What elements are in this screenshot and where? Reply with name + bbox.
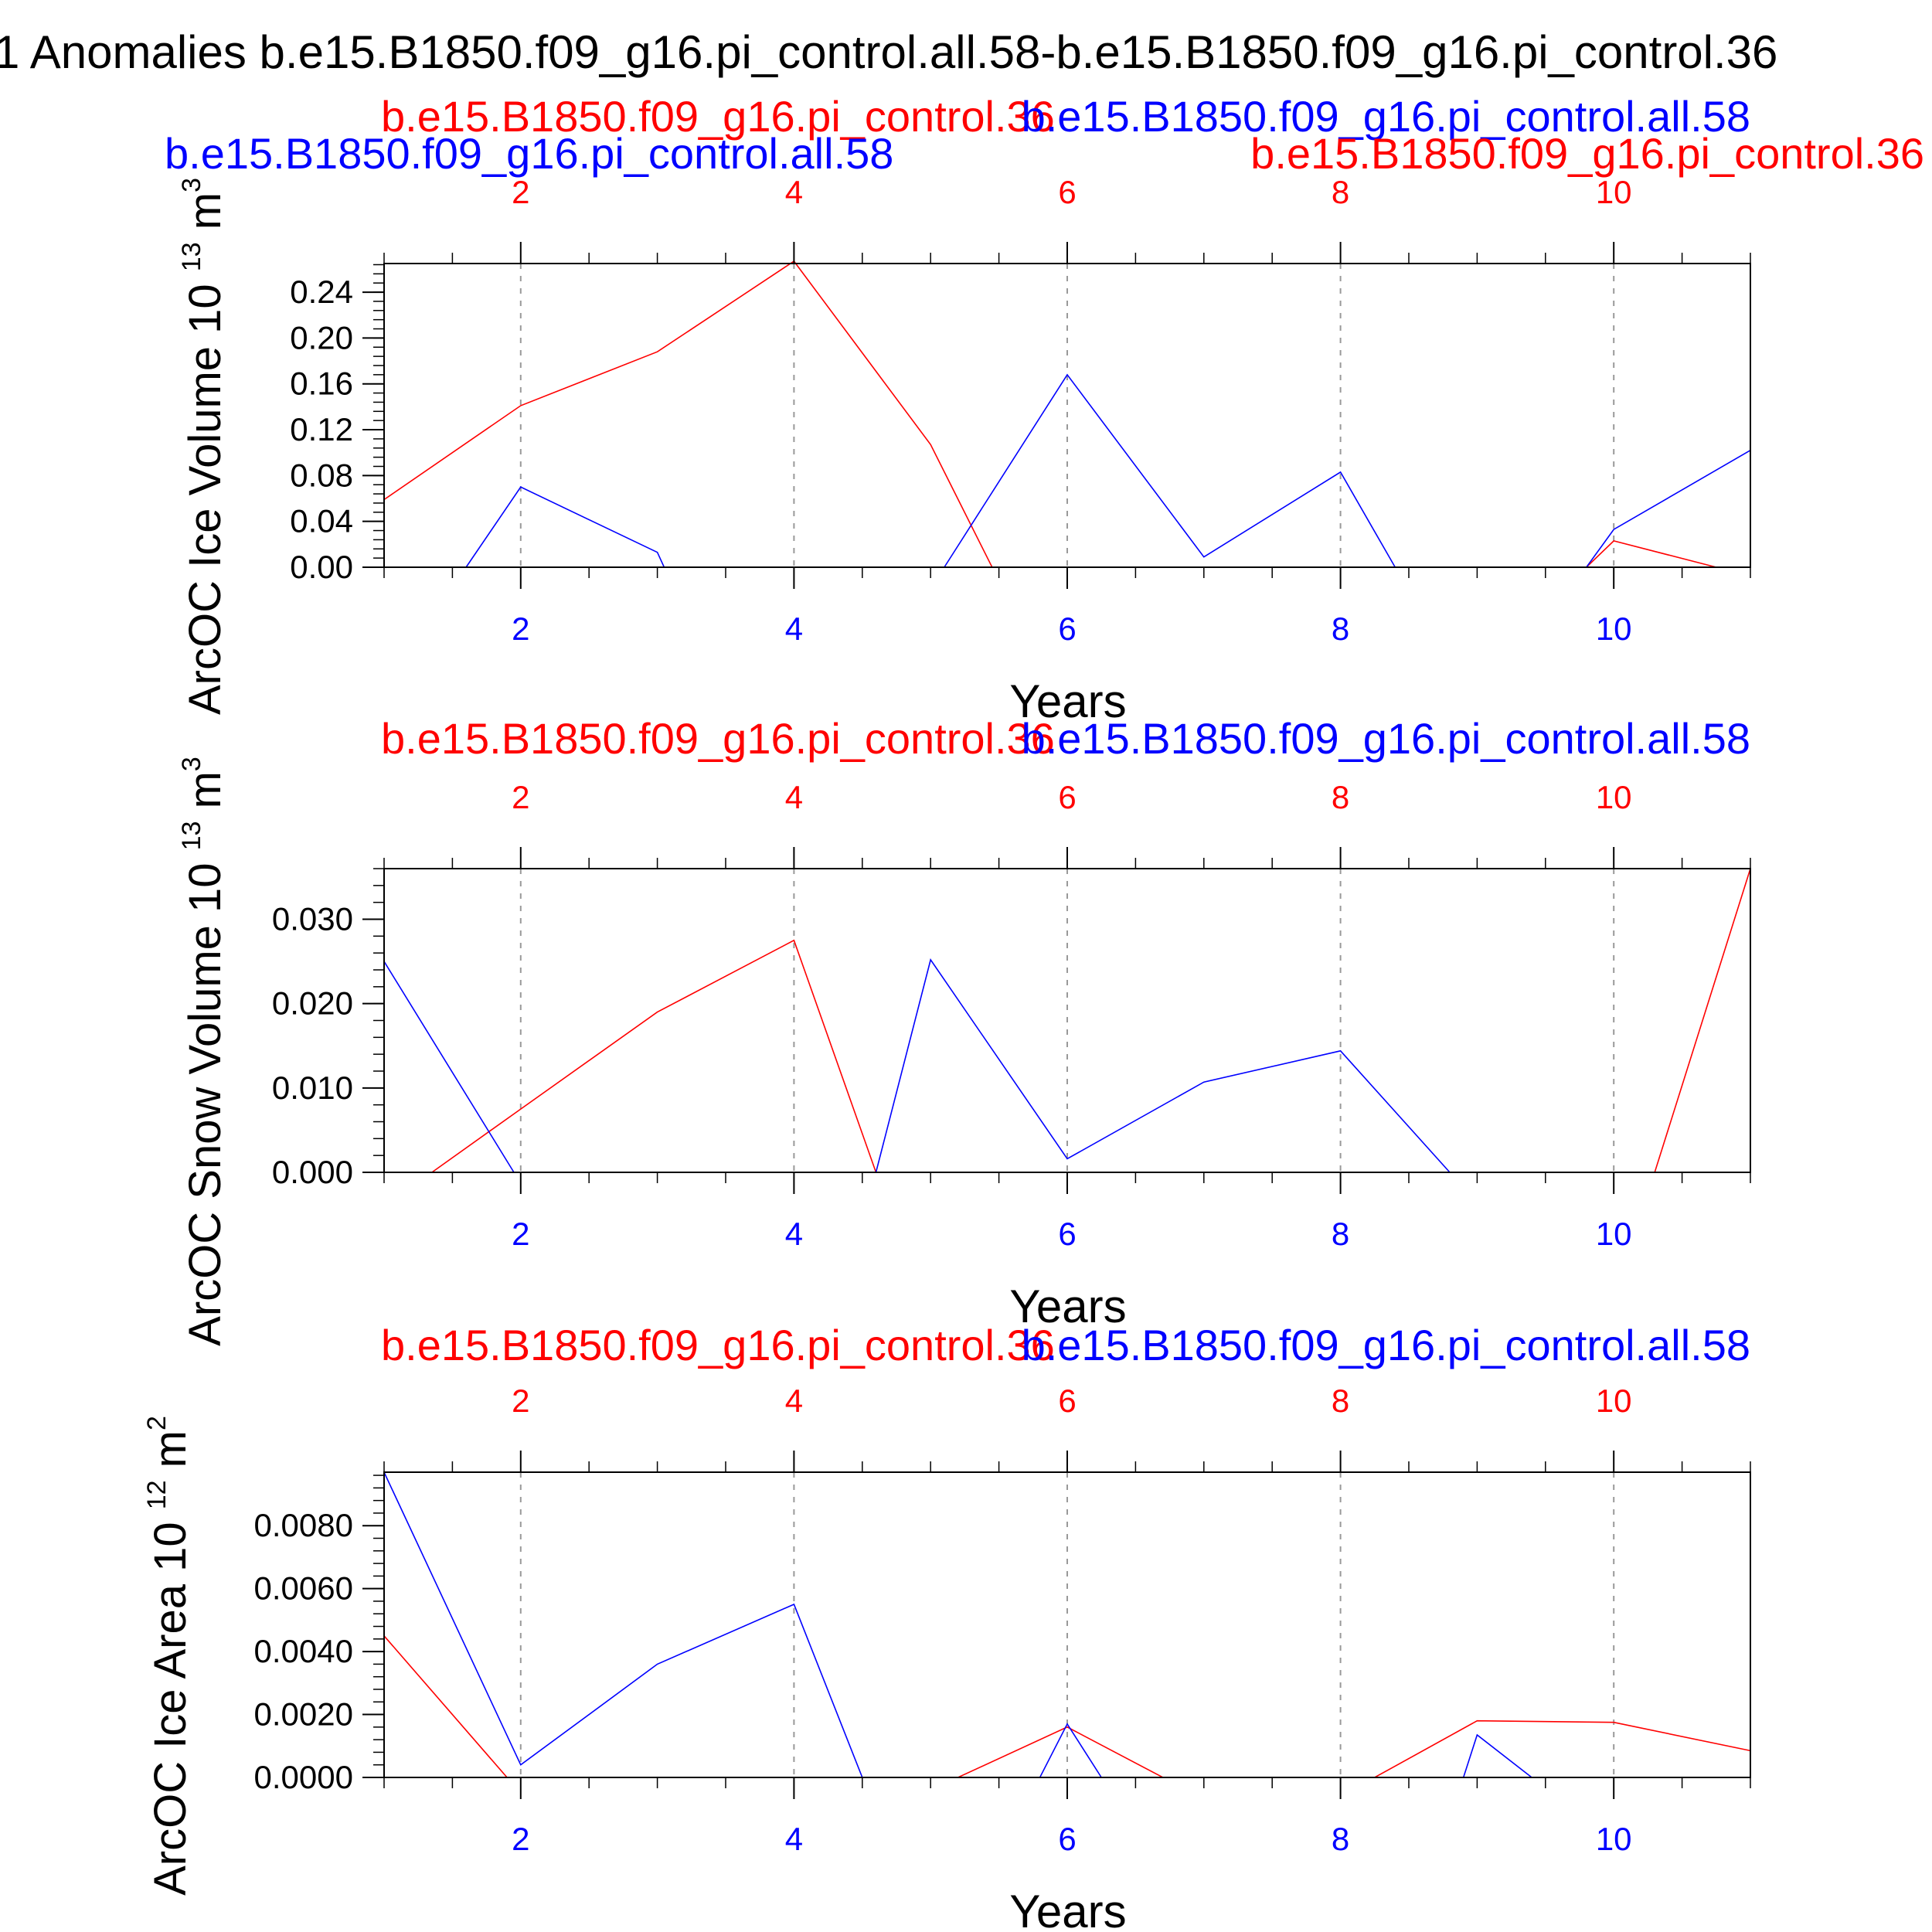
y-label-exponent: 12 — [142, 1480, 172, 1509]
x-axis-label: Years — [1009, 1281, 1126, 1332]
y-tick-label: 0.16 — [290, 366, 353, 402]
y-label-exponent: 13 — [177, 821, 206, 851]
x-tick-label: 4 — [785, 1216, 803, 1252]
header-label-blue: b.e15.B1850.f09_g16.pi_control.all.58 — [1022, 92, 1750, 141]
y-label-text: ArcOC Ice Area 10 — [145, 1509, 196, 1896]
y-tick-label: 0.04 — [290, 503, 353, 539]
top-tick-label: 2 — [512, 174, 529, 210]
y-tick-label: 0.12 — [290, 411, 353, 447]
x-tick-label: 2 — [512, 1821, 529, 1857]
x-tick-label: 4 — [785, 611, 803, 647]
top-tick-label: 4 — [785, 1383, 803, 1419]
header-label-red: b.e15.B1850.f09_g16.pi_control.36 — [381, 1321, 1055, 1369]
header-label-blue: b.e15.B1850.f09_g16.pi_control.all.58 — [1022, 1321, 1750, 1369]
header-label-red: b.e15.B1850.f09_g16.pi_control.36 — [381, 92, 1055, 141]
header-label-red: b.e15.B1850.f09_g16.pi_control.36 — [1250, 129, 1924, 178]
top-tick-label: 6 — [1058, 174, 1076, 210]
x-tick-label: 6 — [1058, 611, 1076, 647]
y-tick-label: 0.0000 — [254, 1759, 353, 1795]
x-tick-label: 8 — [1332, 1821, 1349, 1857]
x-tick-label: 6 — [1058, 1216, 1076, 1252]
y-label-text: ArcOC Ice Volume 10 — [180, 271, 230, 715]
y-tick-label: 0.000 — [272, 1154, 353, 1190]
series-line-blue — [383, 1471, 1532, 1778]
y-label-exponent: 13 — [177, 242, 206, 271]
y-label-unit-exponent: 3 — [177, 757, 206, 771]
y-axis-label: ArcOC Ice Volume 10 13 m3 — [177, 178, 230, 715]
top-tick-label: 8 — [1332, 779, 1349, 815]
chart-panel-2: 0.000 0.010 0.020 0.030 2 4 6 8 10 2 4 6 8 10 Years b.e… — [177, 714, 1751, 1346]
y-label-unit: m — [180, 192, 230, 242]
figure-title: 1 Anomalies b.e15.B1850.f09_g16.pi_contr… — [0, 26, 1777, 78]
x-tick-label: 4 — [785, 1821, 803, 1857]
x-tick-label: 8 — [1332, 1216, 1349, 1252]
x-tick-label: 10 — [1596, 1821, 1632, 1857]
top-tick-label: 10 — [1596, 1383, 1632, 1419]
y-label-unit: m — [180, 771, 230, 821]
x-axis-label: Years — [1009, 1886, 1126, 1932]
top-tick-label: 2 — [512, 779, 529, 815]
y-axis-label: ArcOC Snow Volume 10 13 m3 — [177, 757, 230, 1346]
top-tick-label: 10 — [1596, 174, 1632, 210]
x-tick-label: 2 — [512, 1216, 529, 1252]
y-tick-label: 0.0060 — [254, 1570, 353, 1607]
series-line-blue — [383, 957, 1451, 1173]
chart-panels: 0.00 0.04 0.08 0.12 0.16 0.20 0.24 2 4 6 8 10 2 4 6 8 10… — [142, 92, 1924, 1932]
y-tick-label: 0.0020 — [254, 1696, 353, 1733]
y-label-text: ArcOC Snow Volume 10 — [180, 850, 230, 1346]
header-label-blue: b.e15.B1850.f09_g16.pi_control.all.58 — [1022, 714, 1750, 763]
y-tick-label: 0.010 — [272, 1070, 353, 1106]
y-tick-label: 0.20 — [290, 319, 353, 355]
top-tick-label: 8 — [1332, 174, 1349, 210]
y-tick-label: 0.030 — [272, 901, 353, 937]
x-tick-label: 2 — [512, 611, 529, 647]
top-tick-label: 2 — [512, 1383, 529, 1419]
top-tick-label: 10 — [1596, 779, 1632, 815]
top-tick-label: 6 — [1058, 779, 1076, 815]
x-tick-label: 10 — [1596, 1216, 1632, 1252]
top-tick-label: 6 — [1058, 1383, 1076, 1419]
header-label-blue: b.e15.B1850.f09_g16.pi_control.all.58 — [165, 129, 893, 178]
y-label-unit: m — [145, 1430, 196, 1480]
x-tick-label: 8 — [1332, 611, 1349, 647]
x-axis-label: Years — [1009, 675, 1126, 727]
y-tick-label: 0.0040 — [254, 1633, 353, 1669]
y-tick-label: 0.00 — [290, 549, 353, 585]
top-tick-label: 4 — [785, 779, 803, 815]
y-label-unit-exponent: 3 — [177, 178, 206, 192]
y-tick-label: 0.0080 — [254, 1507, 353, 1543]
series-line-blue — [465, 373, 1751, 568]
chart-panel-3: 0.0000 0.0020 0.0040 0.0060 0.0080 2 4 6 8 10 2 4 6 8… — [142, 1321, 1751, 1932]
series-line-red — [383, 260, 1716, 568]
y-tick-label: 0.08 — [290, 457, 353, 493]
y-tick-label: 0.020 — [272, 985, 353, 1022]
x-tick-label: 10 — [1596, 611, 1632, 647]
header-label-red: b.e15.B1850.f09_g16.pi_control.36 — [381, 714, 1055, 763]
y-axis-label: ArcOC Ice Area 10 12 m2 — [142, 1416, 196, 1896]
series-line-red — [383, 1635, 1751, 1778]
y-tick-label: 0.24 — [290, 274, 353, 310]
top-tick-label: 4 — [785, 174, 803, 210]
series-line-red — [431, 868, 1751, 1173]
x-tick-label: 6 — [1058, 1821, 1076, 1857]
chart-panel-1: 0.00 0.04 0.08 0.12 0.16 0.20 0.24 2 4 6 8 10 2 4 6 8 10… — [165, 92, 1924, 727]
y-label-unit-exponent: 2 — [142, 1416, 172, 1430]
top-tick-label: 8 — [1332, 1383, 1349, 1419]
